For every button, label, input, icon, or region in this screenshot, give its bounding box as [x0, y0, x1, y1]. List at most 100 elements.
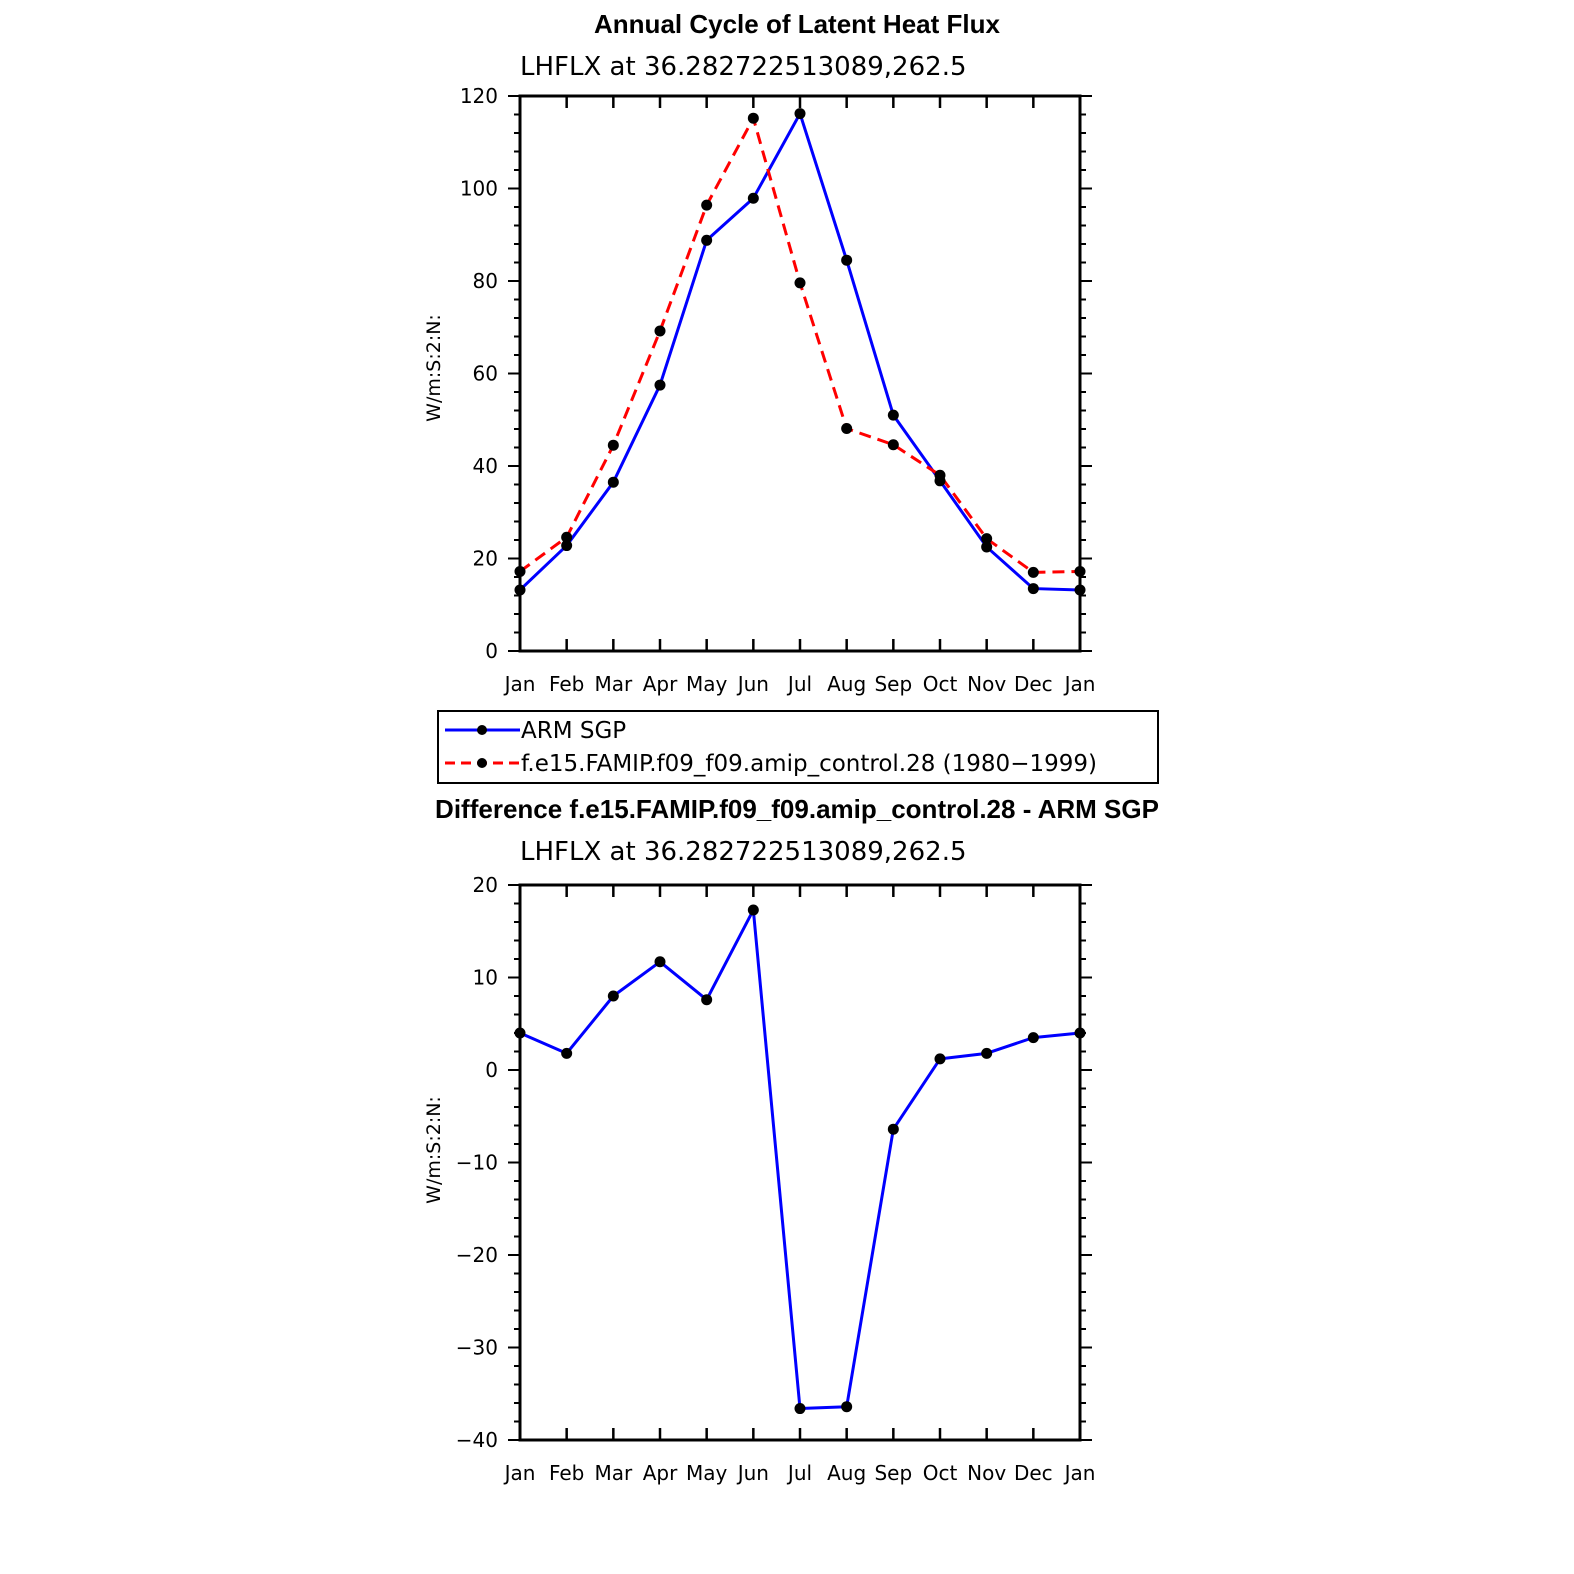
data-point-1-6	[794, 277, 806, 289]
x-tick-label: Jan	[503, 672, 536, 696]
x-tick-label: Aug	[827, 1461, 866, 1485]
x-tick-label: Jun	[736, 672, 769, 696]
y-tick-label: 20	[473, 547, 498, 571]
y-tick-labels: 0 20 40 60 80 100 120	[460, 84, 498, 663]
x-tick-label: Dec	[1014, 672, 1053, 696]
data-point-0-10	[981, 541, 993, 553]
legend-marker-arm	[477, 725, 487, 735]
y-tick-label: −40	[456, 1428, 498, 1452]
data-point-1-10	[981, 533, 993, 545]
data-point-0-5	[747, 904, 759, 916]
axis-ticks	[508, 95, 1092, 652]
x-tick-label: Oct	[923, 1461, 958, 1485]
y-tick-label: 20	[473, 873, 498, 897]
x-tick-label: Jan	[1063, 672, 1096, 696]
data-point-1-4	[701, 199, 713, 211]
legend-label-model: f.e15.FAMIP.f09_f09.amip_control.28 (198…	[521, 751, 1097, 777]
x-tick-label: Sep	[874, 1461, 912, 1485]
y-tick-label: −10	[456, 1151, 498, 1175]
data-point-0-11	[1027, 583, 1039, 595]
x-tick-label: Feb	[549, 1461, 584, 1485]
data-point-0-11	[1027, 1032, 1039, 1044]
y-tick-label: 40	[473, 454, 498, 478]
data-point-0-6	[794, 1403, 806, 1415]
y-tick-label: −20	[456, 1243, 498, 1267]
series-line-0	[518, 112, 1081, 592]
y-axis-label: W/m:S:2:N:	[423, 314, 445, 422]
x-tick-label: Apr	[643, 672, 678, 696]
legend-box	[437, 710, 1159, 784]
x-tick-label: Jun	[736, 1461, 769, 1485]
x-tick-labels: Jan Feb Mar Apr May Jun Jul Aug Sep Oct Nov Dec Jan	[503, 672, 1096, 696]
legend-marker-model	[477, 758, 487, 768]
chart-title: Annual Cycle of Latent Heat Flux	[594, 9, 1000, 39]
data-point-0-9	[934, 1053, 946, 1065]
data-point-1-9	[934, 469, 946, 481]
data-point-0-10	[981, 1047, 993, 1059]
x-tick-label: Mar	[594, 1461, 633, 1485]
data-point-0-7	[841, 254, 853, 266]
x-tick-label: Mar	[594, 672, 633, 696]
chart-subtitle: LHFLX at 36.282722513089,262.5	[520, 837, 967, 867]
difference-chart: Difference f.e15.FAMIP.f09_f09.amip_cont…	[423, 794, 1159, 1485]
x-tick-label: Nov	[967, 672, 1006, 696]
y-axis-label: W/m:S:2:N:	[423, 1096, 445, 1204]
x-tick-labels: Jan Feb Mar Apr May Jun Jul Aug Sep Oct Nov Dec Jan	[503, 1461, 1096, 1485]
series-line-1	[519, 116, 1081, 574]
x-tick-label: May	[686, 672, 728, 696]
data-point-0-7	[841, 1401, 853, 1413]
x-tick-label: Sep	[874, 672, 912, 696]
y-tick-labels: −40 −30 −20 −10 0 10 20	[456, 873, 498, 1452]
data-point-0-8	[887, 1123, 899, 1135]
data-point-0-3	[654, 379, 666, 391]
data-point-0-2	[607, 990, 619, 1002]
x-tick-label: Feb	[549, 672, 584, 696]
data-point-0-2	[607, 476, 619, 488]
plot-frame	[518, 883, 1082, 1442]
data-point-0-8	[887, 409, 899, 421]
x-tick-label: May	[686, 1461, 728, 1485]
data-point-1-8	[887, 439, 899, 451]
x-tick-label: Jul	[786, 1461, 812, 1485]
y-tick-label: 80	[473, 269, 498, 293]
y-tick-label: −30	[456, 1336, 498, 1360]
data-point-0-1	[561, 540, 573, 552]
legend-label-arm: ARM SGP	[521, 718, 626, 744]
x-tick-label: Jul	[786, 672, 812, 696]
data-point-1-7	[841, 423, 853, 435]
data-point-1-2	[607, 439, 619, 451]
series-line-0	[519, 908, 1081, 1411]
plot-frame	[518, 94, 1082, 653]
chart-title: Difference f.e15.FAMIP.f09_f09.amip_cont…	[435, 794, 1159, 824]
x-tick-label: Oct	[923, 672, 958, 696]
data-point-0-4	[701, 234, 713, 246]
data-point-0-5	[747, 192, 759, 204]
data-point-0-3	[654, 956, 666, 968]
y-tick-label: 10	[473, 966, 498, 990]
series-layer	[514, 108, 1086, 596]
data-point-1-11	[1027, 566, 1039, 578]
y-tick-label: 120	[460, 84, 498, 108]
data-point-1-3	[654, 325, 666, 337]
x-tick-label: Apr	[643, 1461, 678, 1485]
data-point-1-5	[747, 112, 759, 124]
x-tick-label: Jan	[1063, 1461, 1096, 1485]
data-point-0-6	[794, 108, 806, 120]
data-point-1-1	[561, 531, 573, 543]
y-tick-label: 100	[460, 177, 498, 201]
x-tick-label: Dec	[1014, 1461, 1053, 1485]
x-tick-label: Aug	[827, 672, 866, 696]
y-tick-label: 0	[485, 639, 498, 663]
data-point-0-1	[561, 1047, 573, 1059]
axis-ticks	[508, 884, 1092, 1441]
data-point-0-4	[701, 994, 713, 1006]
y-tick-label: 60	[473, 362, 498, 386]
y-tick-label: 0	[485, 1058, 498, 1082]
series-layer	[514, 904, 1086, 1415]
x-tick-label: Nov	[967, 1461, 1006, 1485]
legend: ARM SGP f.e15.FAMIP.f09_f09.amip_control…	[437, 710, 1159, 784]
x-tick-label: Jan	[503, 1461, 536, 1485]
annual-cycle-chart: Annual Cycle of Latent Heat Flux LHFLX a…	[423, 9, 1095, 696]
chart-subtitle: LHFLX at 36.282722513089,262.5	[520, 52, 967, 82]
